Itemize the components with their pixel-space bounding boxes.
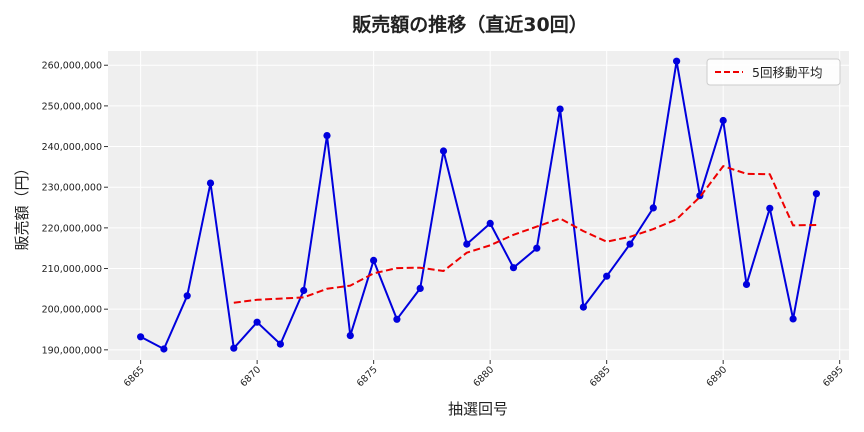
chart-title: 販売額の推移（直近30回） [352, 13, 587, 36]
y-tick-label: 210,000,000 [42, 264, 102, 275]
sales-point [346, 332, 354, 340]
sales-point [160, 345, 168, 353]
x-tick-label: 6870 [238, 364, 263, 389]
x-tick-label: 6890 [704, 364, 729, 389]
sales-point [230, 344, 238, 352]
plot-area [108, 51, 849, 360]
y-axis: 190,000,000 200,000,000 210,000,000 220,000… [42, 61, 108, 356]
sales-point [626, 240, 634, 248]
sales-point [323, 132, 331, 140]
sales-point [603, 272, 611, 280]
sales-point [812, 190, 821, 198]
y-tick-label: 260,000,000 [42, 61, 102, 72]
legend-box [706, 58, 841, 86]
sales-point [463, 240, 471, 248]
y-tick-label: 230,000,000 [42, 183, 102, 194]
sales-point [393, 315, 401, 323]
sales-point [276, 340, 284, 348]
sales-point [742, 280, 751, 288]
x-tick-label: 6885 [588, 364, 613, 389]
y-tick-label: 220,000,000 [42, 223, 102, 234]
sales-point [486, 219, 494, 227]
sales-point [766, 204, 774, 212]
grid-lines [108, 51, 849, 360]
sales-point [137, 333, 145, 341]
sales-point [579, 303, 588, 311]
x-axis-label: 抽選回号 [448, 400, 508, 418]
sales-point [370, 256, 378, 264]
y-tick-label: 190,000,000 [42, 345, 102, 356]
x-tick-label: 6875 [355, 364, 380, 389]
y-tick-label: 200,000,000 [42, 305, 102, 316]
sales-point [416, 284, 424, 292]
sales-point [533, 244, 541, 252]
sales-point [206, 179, 215, 187]
y-tick-label: 250,000,000 [42, 101, 102, 112]
legend: 5回移動平均 [706, 58, 841, 86]
moving-average-line [233, 165, 817, 304]
x-axis: 6865 6870 6875 6880 6885 6890 6895 [122, 360, 846, 389]
x-tick-label: 6895 [821, 364, 846, 389]
sales-point [789, 315, 797, 323]
sales-point [183, 292, 191, 300]
sales-point [253, 318, 261, 326]
y-axis-label: 販売額（円） [13, 160, 31, 250]
sales-point [556, 105, 564, 113]
sales-point [719, 116, 727, 125]
sales-point [649, 204, 657, 212]
sales-point [300, 286, 308, 295]
x-tick-label: 6865 [122, 364, 147, 389]
sales-point [673, 57, 681, 65]
series-layer [137, 57, 821, 353]
legend-label-moving-average: 5回移動平均 [752, 65, 822, 80]
x-tick-label: 6880 [471, 364, 496, 389]
y-tick-label: 240,000,000 [42, 142, 102, 153]
sales-point [439, 147, 448, 155]
sales-point [509, 264, 518, 272]
sales-line [140, 60, 818, 350]
